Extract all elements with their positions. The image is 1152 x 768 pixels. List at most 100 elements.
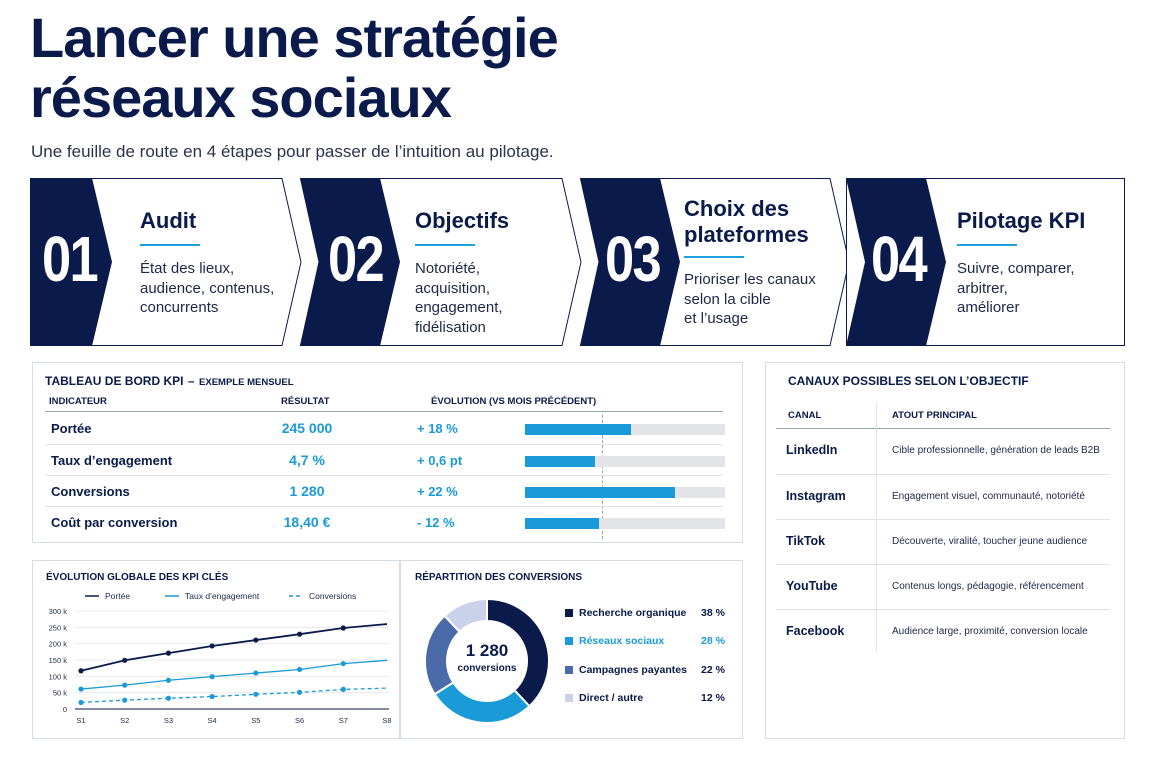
- data-point: [209, 693, 215, 700]
- donut-center-label: conversions: [457, 663, 517, 674]
- kpi-bar-fill: [525, 487, 675, 498]
- table-row: Facebook Audience large, proximité, conv…: [776, 609, 1110, 654]
- channel-name: YouTube: [786, 579, 838, 593]
- step-1-desc-line: concurrents: [140, 299, 219, 316]
- step-1-title: Audit: [140, 208, 196, 234]
- data-point: [78, 686, 84, 692]
- channel-name: Instagram: [786, 489, 846, 503]
- y-tick-label: 200 k: [49, 640, 68, 649]
- step-3-number: 03: [605, 223, 662, 295]
- kpi-bar-fill: [525, 518, 599, 529]
- y-tick-label: 150 k: [49, 656, 68, 665]
- step-4-underline: [957, 244, 1017, 246]
- y-tick-label: 300 k: [49, 607, 68, 616]
- x-tick-label: S2: [120, 716, 129, 725]
- data-point: [78, 699, 84, 706]
- kpi-indicator: Portée: [51, 421, 92, 436]
- line-chart-title: ÉVOLUTION GLOBALE DES KPI CLÉS: [46, 572, 229, 583]
- step-2-desc-line: fidélisation: [415, 318, 486, 336]
- kpi-bar-track: [525, 456, 725, 467]
- table-row: TikTok Découverte, viralité, toucher jeu…: [776, 519, 1110, 564]
- step-2-desc-line: acquisition,: [415, 279, 491, 297]
- table-row: Coût par conversion 18,40 € - 12 %: [45, 506, 725, 537]
- y-tick-label: 50 k: [53, 689, 67, 698]
- page-title-line2: réseaux sociaux: [30, 66, 452, 129]
- step-3-underline: [684, 256, 744, 258]
- step-1-description: État des lieux, audience, contenus, conc…: [140, 259, 274, 318]
- channel-name: Facebook: [786, 624, 845, 638]
- page-title: Lancer une stratégie réseaux sociaux: [30, 8, 790, 128]
- kpi-result: 1 280: [289, 483, 325, 499]
- step-3-title-line1: Choix des: [684, 196, 790, 221]
- step-2-title: Objectifs: [415, 208, 509, 234]
- kpi-evolution: + 0,6 pt: [417, 453, 463, 468]
- kpi-bar-track: [525, 424, 725, 435]
- kpi-header-evolution: ÉVOLUTION (VS MOIS PRÉCÉDENT): [431, 396, 597, 407]
- step-2: 02 Objectifs Notoriété, acquisition, eng…: [300, 178, 582, 346]
- kpi-result: 4,7 %: [289, 452, 325, 468]
- channels-header-divider: [776, 428, 1110, 429]
- step-4-description: Suivre, comparer, arbitrer, améliorer: [957, 259, 1075, 318]
- data-point: [165, 695, 172, 701]
- step-1-underline: [140, 244, 200, 246]
- roadmap-steps: 01 Audit État des lieux, audience, conte…: [30, 178, 1126, 346]
- data-point: [253, 691, 259, 697]
- line-chart: Portée Taux d’engagement Conversions 300 k 2…: [49, 591, 392, 725]
- step-4: 04 Pilotage KPI Suivre, comparer, arbitr…: [846, 178, 1126, 346]
- data-point: [122, 697, 128, 703]
- x-tick-label: S6: [295, 716, 304, 725]
- step-4-number: 04: [871, 223, 928, 295]
- step-4-desc-line: Suivre, comparer,: [957, 260, 1075, 277]
- step-1-shape: [30, 178, 302, 346]
- series-line: [80, 687, 388, 704]
- data-point: [340, 625, 346, 631]
- channel-name: TikTok: [786, 534, 826, 548]
- legend-label: Réseaux sociaux: [579, 635, 665, 647]
- channels-column-divider: [876, 403, 877, 651]
- channel-strength: Audience large, proximité, conversion lo…: [892, 626, 1088, 637]
- data-point: [296, 689, 303, 695]
- step-1: 01 Audit État des lieux, audience, conte…: [30, 178, 302, 346]
- data-point: [340, 660, 346, 667]
- x-tick-label: S4: [208, 716, 217, 725]
- step-3: 03 Choix des plateformes Prioriser les c…: [580, 178, 850, 346]
- channels-panel: CANAUX POSSIBLES SELON L’OBJECTIF CANAL …: [765, 362, 1125, 739]
- donut-center-value: 1 280: [465, 641, 509, 660]
- legend-swatch: [565, 637, 573, 645]
- step-2-desc-line: engagement,: [415, 299, 503, 316]
- kpi-evolution: + 22 %: [417, 484, 458, 499]
- step-1-desc-line: État des lieux,: [140, 260, 235, 277]
- step-3-description: Prioriser les canaux selon la cible et l…: [684, 270, 816, 329]
- kpi-header-indicator: INDICATEUR: [49, 396, 107, 407]
- table-row: Instagram Engagement visuel, communauté,…: [776, 474, 1110, 519]
- step-1-title-line1: Audit: [140, 208, 197, 233]
- kpi-dashboard-title-suffix: EXEMPLE MENSUEL: [199, 377, 294, 388]
- channel-strength: Découverte, viralité, toucher jeune audi…: [892, 536, 1088, 547]
- page-title-line1: Lancer une stratégie: [30, 6, 559, 69]
- legend-label: Taux d’engagement: [185, 591, 260, 601]
- kpi-evolution: + 18 %: [417, 421, 458, 436]
- legend-value: 22 %: [701, 664, 725, 676]
- y-tick-label: 100 k: [49, 672, 68, 681]
- data-point: [165, 677, 172, 683]
- table-row: Portée 245 000 + 18 %: [45, 413, 725, 444]
- channel-strength: Engagement visuel, communauté, notoriété: [892, 491, 1085, 502]
- data-point: [122, 657, 128, 663]
- step-3-shape: [580, 178, 850, 346]
- step-3-title: Choix des plateformes: [684, 196, 809, 248]
- kpi-indicator: Taux d’engagement: [51, 453, 173, 468]
- step-2-desc-line: Notoriété,: [415, 260, 481, 277]
- data-point: [165, 650, 172, 656]
- legend-label: Recherche organique: [579, 607, 687, 619]
- step-3-desc-line: Prioriser les canaux: [684, 271, 816, 288]
- legend-value: 38 %: [701, 607, 725, 619]
- channel-name: LinkedIn: [786, 443, 838, 457]
- data-point: [253, 670, 259, 676]
- kpi-indicator: Coût par conversion: [51, 515, 178, 530]
- data-point: [209, 674, 215, 680]
- channel-strength: Cible professionnelle, génération de lea…: [892, 445, 1100, 456]
- step-3-desc-line: selon la cible: [684, 290, 771, 308]
- table-row: Taux d’engagement 4,7 % + 0,6 pt: [45, 444, 725, 475]
- kpi-dashboard-title: TABLEAU DE BORD KPI – EXEMPLE MENSUEL: [45, 372, 294, 390]
- step-1-desc-line: audience, contenus,: [140, 279, 275, 297]
